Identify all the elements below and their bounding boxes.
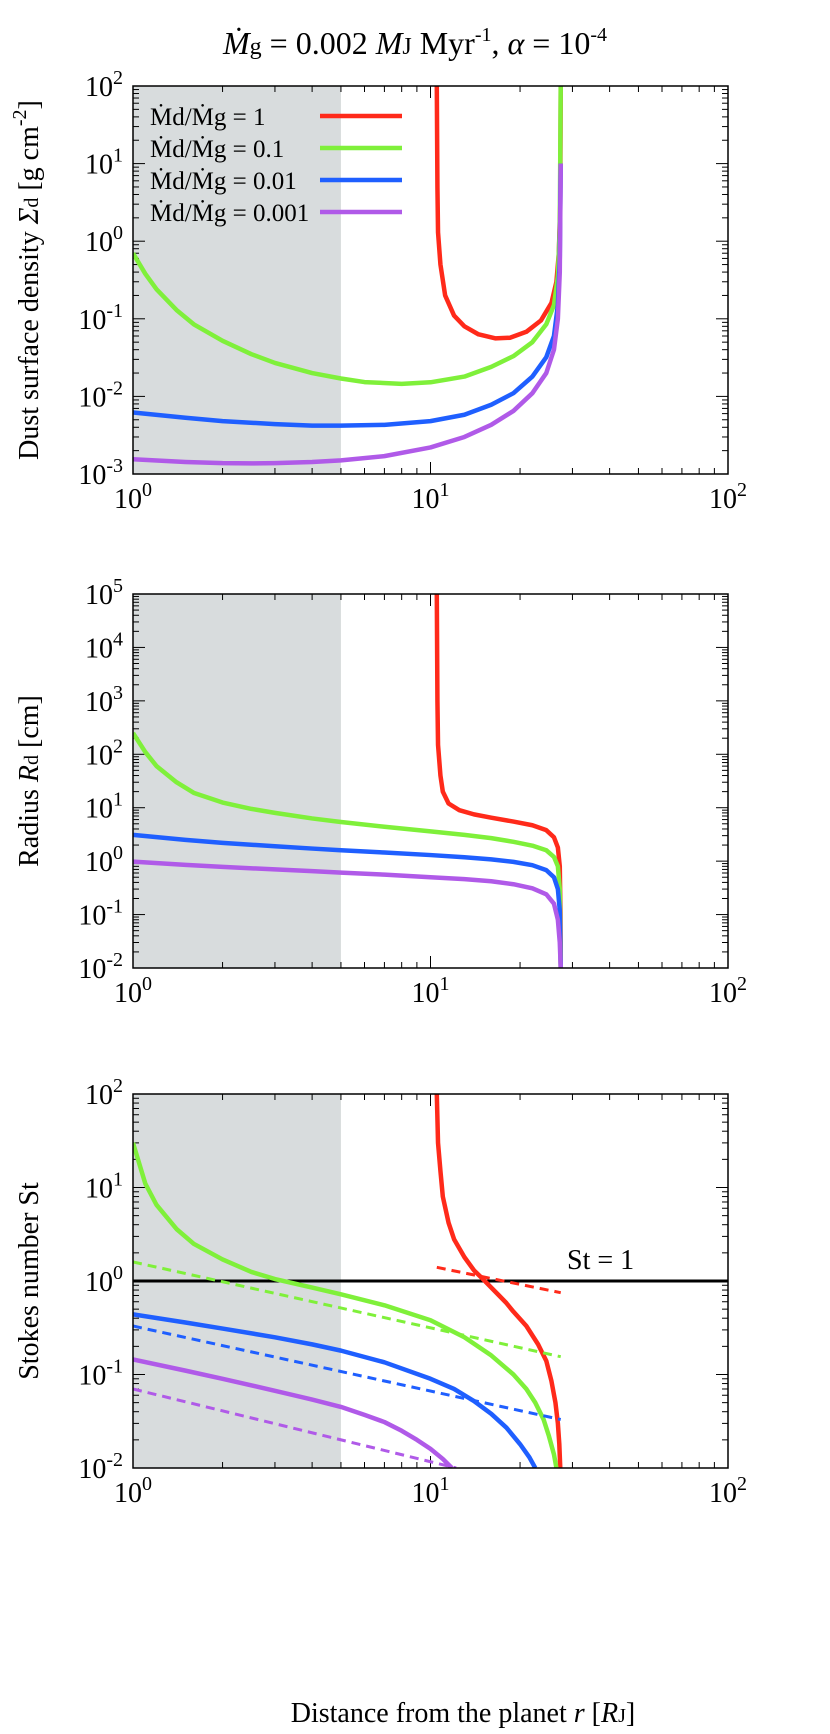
series-group	[133, 594, 563, 968]
series-line	[133, 1142, 559, 1468]
y-tick-label: 100	[85, 842, 123, 878]
reference-line-label: St = 1	[567, 1245, 634, 1276]
legend-label: Ṁd/Ṁg = 0.1	[150, 136, 284, 163]
series-line	[133, 859, 563, 968]
legend: Ṁd/Ṁg = 1 Ṁd/Ṁg = 0.1 Ṁd/Ṁg = 0.01 Ṁd/Ṁg = …	[150, 104, 402, 227]
x-tick-label: 100	[114, 973, 152, 1009]
series-line	[434, 594, 563, 968]
series-line	[133, 163, 563, 466]
y-tick-label: 10-2	[78, 949, 123, 985]
legend-label: Ṁd/Ṁg = 1	[150, 104, 266, 131]
y-tick-label: 10-3	[78, 455, 123, 491]
series-line	[434, 1094, 563, 1468]
panel-dust-surface-density: 100 101 102 10-3 10-2 10-1 100 101 102 Dust surfa…	[9, 67, 747, 515]
x-tick-label: 101	[412, 973, 450, 1009]
series-line	[133, 86, 563, 387]
series-group	[133, 86, 563, 466]
x-axis-label: Distance from the planet r [RJ]	[291, 1698, 635, 1729]
series-line	[133, 832, 563, 968]
series-line-dashed	[133, 1324, 562, 1421]
x-tick-label: 101	[412, 1473, 450, 1509]
y-tick-label: 10-1	[78, 896, 123, 932]
y-tick-label: 10-1	[78, 1356, 123, 1392]
axis-ticks	[132, 86, 728, 475]
series-line-dashed	[133, 1387, 457, 1468]
axis-ticks	[132, 594, 728, 969]
y-tick-label: 101	[85, 145, 123, 181]
y-tick-label: 104	[85, 628, 123, 664]
x-tick-label: 102	[709, 973, 747, 1009]
y-axis-label: Stokes number St	[14, 1182, 45, 1380]
legend-label: Ṁd/Ṁg = 0.001	[150, 200, 309, 227]
plot-frame	[132, 1093, 729, 1469]
plot-frame	[132, 593, 729, 969]
y-tick-label: 10-2	[78, 1449, 123, 1485]
series-line-dashed	[436, 1265, 562, 1295]
y-axis-label: Radius Rd [cm]	[14, 695, 45, 867]
x-tick-label: 100	[114, 479, 152, 515]
x-tick-label: 102	[709, 1473, 747, 1509]
shaded-region	[133, 594, 341, 968]
shaded-region	[133, 86, 341, 474]
figure-title: Ṁg = 0.002 MJ Myr-1, α = 10-4	[222, 24, 607, 61]
y-tick-label: 102	[85, 735, 123, 771]
series-line	[434, 86, 563, 341]
x-tick-label: 102	[709, 479, 747, 515]
y-tick-label: 100	[85, 222, 123, 258]
x-tick-label: 101	[412, 479, 450, 515]
y-tick-label: 105	[85, 575, 123, 611]
y-tick-label: 10-1	[78, 300, 123, 336]
y-axis-label: Dust surface density Σd [g cm-2]	[9, 100, 45, 460]
plot-frame	[132, 85, 729, 475]
y-tick-label: 102	[85, 1075, 123, 1111]
y-tick-label: 103	[85, 682, 123, 718]
y-tick-label: 100	[85, 1262, 123, 1298]
y-tick-label: 102	[85, 67, 123, 103]
panel-radius: 100 101 102 10-2 10-1 100 101 102 103 104 105 Radiu…	[14, 575, 747, 1009]
y-tick-label: 101	[85, 789, 123, 825]
series-line	[133, 731, 563, 968]
series-line	[133, 1312, 538, 1468]
y-tick-label: 10-2	[78, 377, 123, 413]
legend-label: Ṁd/Ṁg = 0.01	[150, 168, 297, 195]
series-line	[133, 1357, 454, 1468]
panel-stokes-number: St = 1 100 101 102 10-2 10-1 100 101 102 Stokes n…	[14, 1075, 747, 1509]
series-group	[133, 1094, 563, 1468]
series-line-dashed	[133, 1260, 562, 1359]
y-tick-label: 101	[85, 1169, 123, 1205]
x-tick-label: 100	[114, 1473, 152, 1509]
